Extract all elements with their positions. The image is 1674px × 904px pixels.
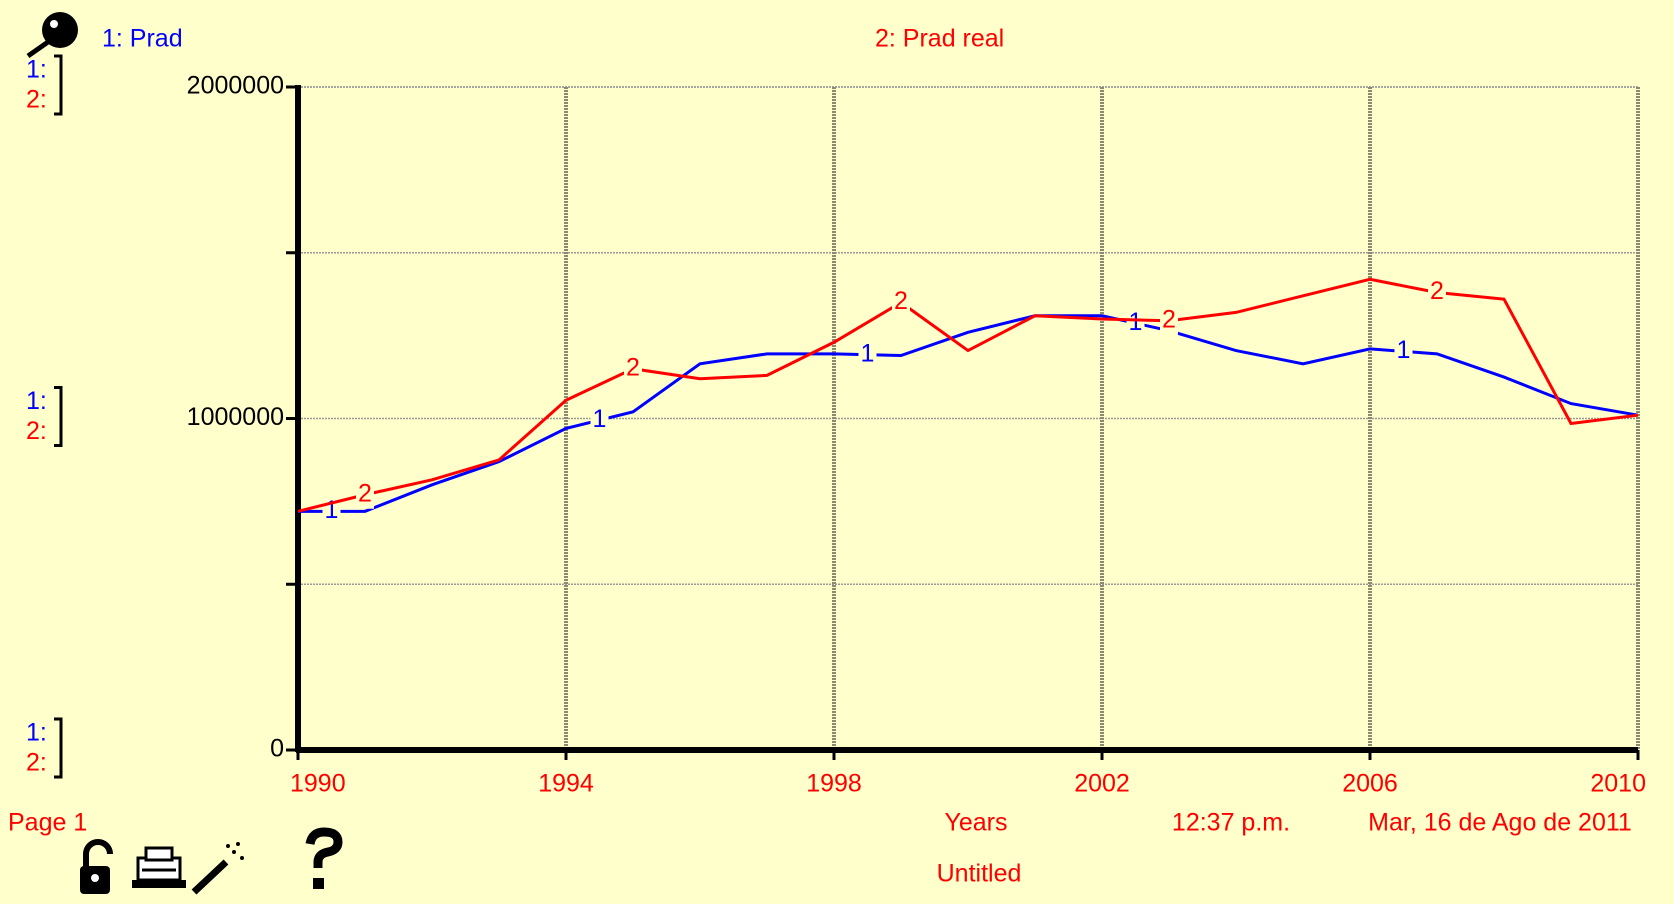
x-tick-label: 1998 (806, 770, 862, 798)
print-icon[interactable] (132, 846, 186, 888)
marker-backdrop (1394, 337, 1413, 366)
lock-icon[interactable] (80, 839, 113, 894)
marker-backdrop (858, 340, 877, 369)
scale-bracket (54, 386, 63, 447)
line-marker: 1 (325, 496, 339, 524)
help-icon[interactable] (305, 827, 343, 889)
wand-icon[interactable] (191, 842, 244, 895)
scale-label: 1: (26, 719, 47, 747)
page-label: Page 1 (8, 809, 87, 837)
line-marker: 2 (894, 287, 908, 315)
marker-backdrop (624, 354, 642, 383)
series-line (298, 314, 1639, 513)
marker-backdrop (1126, 309, 1145, 338)
y-tick-label: 0 (270, 735, 284, 763)
scale-label: 2: (26, 417, 47, 445)
x-tick-label: 1990 (290, 770, 346, 798)
x-tick-label: 2002 (1074, 770, 1130, 798)
x-tick-label: 2006 (1342, 770, 1398, 798)
marker-backdrop (356, 480, 374, 509)
line-marker: 1 (593, 405, 607, 433)
date-label: Mar, 16 de Ago de 2011 (1368, 809, 1632, 837)
y-tick-label: 2000000 (187, 72, 284, 100)
x-tick-label: 2010 (1590, 770, 1646, 798)
marker-backdrop (1160, 306, 1178, 335)
series-line (297, 277, 1639, 513)
scale-bracket (54, 54, 63, 116)
scale-label: 2: (26, 86, 47, 114)
line-marker: 1 (861, 339, 875, 367)
marker-backdrop (590, 406, 609, 435)
footer-title: Untitled (937, 860, 1022, 888)
line-marker: 2 (358, 479, 372, 507)
scale-bracket (54, 717, 63, 779)
x-axis-label: Years (944, 809, 1007, 837)
line-marker: 2 (1162, 305, 1176, 333)
y-tick-label: 1000000 (187, 403, 284, 431)
line-marker: 1 (1397, 336, 1411, 364)
marker-backdrop (1428, 278, 1446, 307)
line-marker: 1 (1129, 308, 1143, 336)
time-label: 12:37 p.m. (1172, 809, 1290, 837)
x-tick-label: 1994 (538, 770, 594, 798)
legend-entry: 2: Prad real (875, 25, 1004, 53)
line-marker: 2 (1430, 277, 1444, 305)
line-marker: 2 (626, 353, 640, 381)
scale-label: 2: (26, 749, 47, 777)
legend-entry: 1: Prad (102, 25, 183, 53)
scale-label: 1: (26, 56, 47, 84)
marker-backdrop (892, 288, 910, 317)
pin-icon[interactable] (26, 12, 78, 59)
scale-label: 1: (26, 387, 47, 415)
